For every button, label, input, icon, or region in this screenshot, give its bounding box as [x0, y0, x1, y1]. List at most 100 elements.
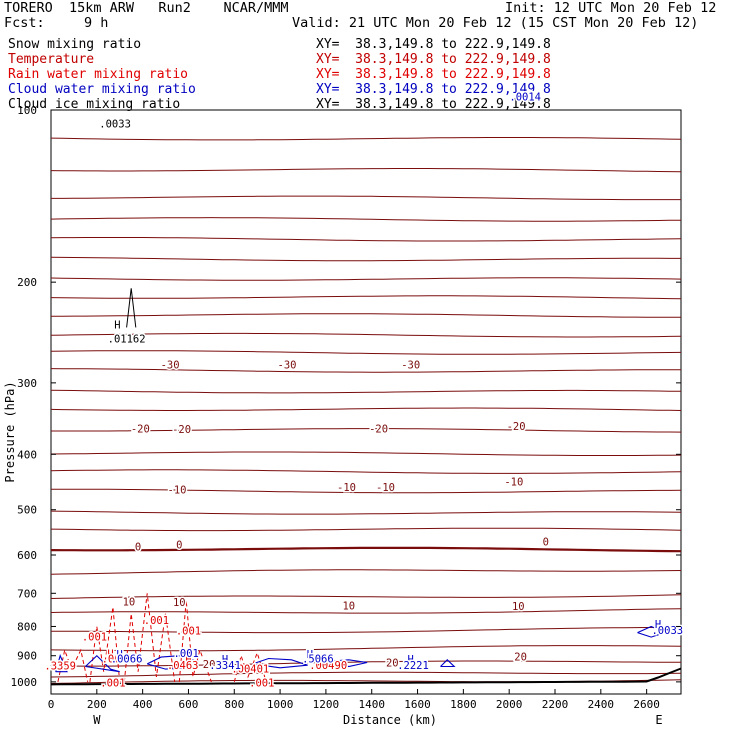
forecast-label: Fcst:	[4, 15, 45, 31]
temperature-contour-12	[50, 389, 682, 394]
temperature-label-2: -30	[401, 360, 420, 372]
rain-contour-1	[89, 607, 121, 682]
legend-snow: Snow mixing ratio	[8, 37, 142, 52]
rain-contour-3	[178, 600, 212, 683]
cloud-water-label-2: H	[117, 649, 123, 661]
rain-label-6: .0463	[167, 660, 199, 672]
y-tick-label-1000: 1000	[11, 676, 38, 689]
legend-rain-xy: XY= 38.3,149.8 to 222.9,149.8	[316, 67, 551, 82]
x-tick-label-2400: 2400	[588, 698, 615, 711]
cloud-water-label-5: H	[222, 654, 228, 666]
temperature-label-16: 10	[342, 600, 355, 612]
valid-time: Valid: 21 UTC Mon 20 Feb 12 (15 CST Mon …	[292, 15, 699, 31]
rain-label-10: .001	[100, 677, 125, 689]
temperature-label-11: 0	[135, 541, 141, 553]
temperature-contour-14	[51, 428, 682, 433]
x-tick-label-1200: 1200	[313, 698, 340, 711]
terrain-line	[50, 667, 682, 686]
rain-label-7: .00401	[231, 664, 269, 676]
cloud-ice-label-0: H	[114, 319, 120, 331]
temperature-label-3: -20	[131, 424, 150, 436]
temperature-label-1: -30	[278, 360, 297, 372]
cloud-water-contour-5	[440, 659, 456, 668]
temperature-label-14: 10	[123, 597, 136, 609]
temperature-label-18: 20	[203, 659, 216, 671]
cloud-water-label-3: .0066	[111, 653, 143, 665]
cloud-ice-contour	[126, 288, 137, 328]
temperature-label-6: -20	[507, 421, 526, 433]
cloud-ice-label-2: .0033	[99, 119, 131, 131]
model-title: TORERO 15km ARW Run2 NCAR/MMM	[4, 0, 289, 16]
y-tick-label-700: 700	[17, 587, 37, 600]
temperature-contour-4	[50, 237, 682, 242]
y-tick-label-400: 400	[17, 448, 37, 461]
rain-label-2: .001	[82, 632, 107, 644]
temperature-contour-16	[50, 469, 682, 474]
cloud-water-label-10: .2221	[397, 660, 429, 672]
x-tick-label-600: 600	[179, 698, 199, 711]
legend-cloud-water-xy: XY= 38.3,149.8 to 222.9,149.8	[316, 82, 551, 97]
y-tick-label-600: 600	[17, 549, 37, 562]
x-tick-label-1400: 1400	[358, 698, 385, 711]
temperature-contour-3	[50, 217, 682, 222]
west-label: W	[93, 713, 101, 727]
rain-contour-2	[123, 593, 176, 682]
legend-cloud-ice: Cloud ice mixing ratio	[8, 97, 181, 112]
temperature-contour-8	[51, 313, 681, 318]
rain-label-9: .3359	[44, 660, 76, 672]
temperature-label-17: 10	[512, 601, 525, 613]
x-tick-label-2200: 2200	[542, 698, 569, 711]
y-tick-label-300: 300	[17, 377, 37, 390]
temperature-contour-9	[50, 332, 682, 338]
rain-label-0: .001	[144, 615, 169, 627]
y-tick-label-200: 200	[17, 276, 37, 289]
temperature-contour-18	[50, 510, 682, 515]
legend-cloud-ice-xy: XY= 38.3,149.8 to 222.9,149.8	[316, 97, 551, 112]
temperature-contour-1	[50, 168, 682, 173]
cloud-water-contour-2	[146, 655, 199, 670]
temperature-label-8: -10	[337, 482, 356, 494]
temperature-label-10: -10	[504, 477, 523, 489]
y-axis-title: Pressure (hPa)	[3, 381, 17, 482]
temperature-contour-27	[50, 671, 682, 678]
forecast-hour: 9 h	[84, 15, 109, 31]
temperature-contour-24	[50, 627, 681, 634]
temperature-label-0: -30	[161, 360, 180, 372]
rain-label-3: H	[107, 649, 113, 661]
temperature-label-19: 20	[386, 657, 399, 669]
temperature-contour-19	[50, 527, 682, 532]
cloud-water-contour-4	[330, 659, 368, 668]
temperature-contour-5	[50, 256, 681, 262]
cloud-water-label-9: H	[408, 654, 414, 666]
y-tick-label-100: 100	[17, 104, 37, 117]
x-tick-label-1000: 1000	[267, 698, 294, 711]
x-tick-label-200: 200	[87, 698, 107, 711]
temperature-contour-2	[51, 195, 681, 201]
cloud-water-label-4: .001	[174, 648, 199, 660]
cloud-water-label-11: .0014	[509, 91, 541, 103]
temperature-label-13: 0	[543, 536, 549, 548]
plot-frame	[50, 109, 682, 695]
temperature-label-7: -10	[168, 485, 187, 497]
x-tick-label-2600: 2600	[633, 698, 660, 711]
x-tick-label-400: 400	[133, 698, 153, 711]
temperature-contour-26	[51, 660, 681, 667]
x-tick-label-800: 800	[224, 698, 244, 711]
legend-temperature-xy: XY= 38.3,149.8 to 222.9,149.8	[316, 52, 551, 67]
cloud-ice-label-1: .01162	[108, 334, 146, 346]
y-tick-label-800: 800	[17, 620, 37, 633]
cloud-water-label-8: .5066	[302, 654, 334, 666]
temperature-label-15: 10	[173, 597, 186, 609]
y-tick-label-500: 500	[17, 504, 37, 517]
temperature-contour-6	[50, 277, 682, 281]
temperature-contour-21	[50, 569, 682, 575]
cloud-water-contour-0	[55, 654, 68, 673]
cloud-water-label-1: .0033	[651, 625, 683, 637]
rain-label-4: .0066	[102, 653, 134, 665]
x-axis-title: Distance (km)	[343, 713, 437, 727]
cloud-water-label-0: H	[655, 619, 661, 631]
y-tick-label-900: 900	[17, 650, 37, 663]
temperature-label-9: -10	[376, 482, 395, 494]
temperature-contour-13	[50, 407, 682, 411]
